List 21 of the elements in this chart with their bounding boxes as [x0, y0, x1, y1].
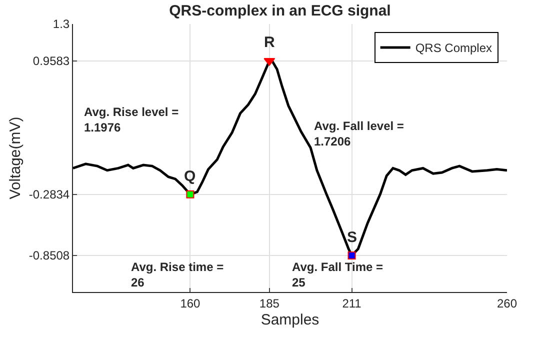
point: [348, 251, 356, 260]
x-tick-label: 211: [342, 296, 362, 310]
y-tick-label: 1.3: [52, 17, 70, 32]
annotation: S: [347, 229, 358, 246]
y-axis-title: Voltage(mV): [7, 116, 24, 200]
x-axis-title: Samples: [260, 311, 320, 328]
annotation: R: [264, 34, 275, 51]
y-tick-label: -0.8508: [28, 248, 70, 263]
annotation: Avg. Rise level = 1.1976: [84, 105, 179, 135]
y-tick-label: -0.2834: [28, 188, 70, 202]
annotation: Avg. Rise time = 26: [131, 260, 224, 290]
x-tick-label: 160: [180, 296, 201, 310]
annotation: Q: [184, 168, 196, 185]
chart-title: QRS-complex in an ECG signal: [169, 2, 391, 20]
y-tick-label: 0.9583: [32, 54, 70, 68]
annotation: Avg. Fall level = 1.7206: [314, 119, 404, 149]
annotation: Avg. Fall Time = 25: [292, 260, 384, 290]
point: [186, 190, 194, 198]
x-tick-label: 260: [496, 296, 518, 310]
x-tick-label: 185: [259, 296, 280, 310]
legend-label: QRS Complex: [415, 41, 492, 56]
